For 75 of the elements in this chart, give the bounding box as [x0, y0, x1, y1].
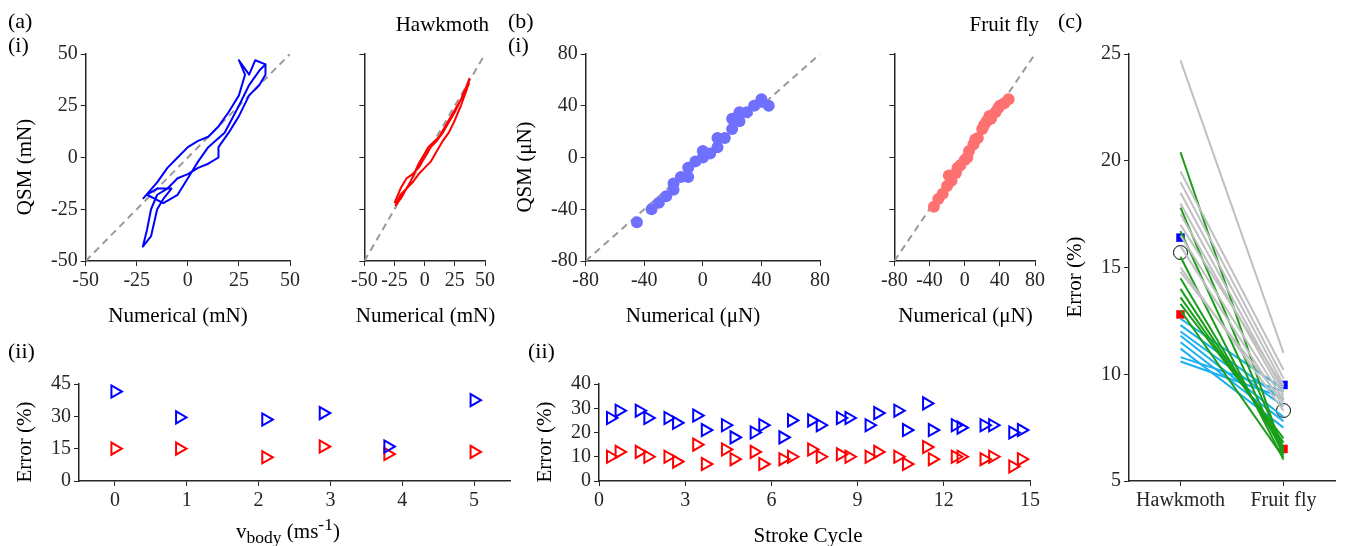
y-axis-title: Error (%) [1061, 236, 1087, 318]
y-axis-title: QSM (μN) [511, 121, 537, 213]
x-tick-label: 40 [989, 268, 1010, 291]
y-tick-label: -50 [50, 248, 78, 271]
y-tick-label: -40 [550, 196, 578, 219]
y-tick-label: 0 [61, 468, 71, 491]
y-tick-label: 20 [1101, 148, 1121, 170]
x-axis-title: Numerical (mN) [354, 303, 497, 328]
text: (c) [1058, 8, 1083, 34]
x-tick-label: -40 [630, 268, 658, 291]
y-tick-label: 40 [571, 371, 591, 394]
x-tick-label: 6 [766, 488, 777, 511]
y-tick-label: 0 [67, 144, 78, 167]
y-tick-label: 40 [557, 93, 578, 115]
x-tick-label: -40 [916, 268, 943, 291]
x-tick-label: 4 [397, 488, 408, 511]
x-tick-label: 15 [1020, 488, 1040, 511]
x-tick-label: -50 [350, 268, 378, 291]
text: (ii) [8, 338, 35, 364]
x-tick-label: 40 [751, 268, 772, 291]
chart-title: Fruit fly [969, 12, 1039, 37]
x-tick-label: 80 [1025, 268, 1045, 291]
text: (a) [8, 8, 33, 34]
x-tick-label: 3 [325, 488, 336, 511]
y-tick-label: 20 [571, 419, 591, 442]
x-tick-label: Fruit fly [1250, 488, 1317, 512]
chart-title: Hawkmoth [395, 12, 489, 37]
y-tick-label: -25 [50, 196, 78, 219]
y-tick-label: 10 [1101, 361, 1121, 384]
y-tick-label: 10 [571, 444, 591, 466]
x-axis-title: Numerical (μN) [897, 303, 1034, 328]
x-tick-label: -25 [381, 268, 408, 291]
x-tick-label: 2 [253, 488, 264, 511]
x-tick-label: 9 [852, 488, 863, 511]
x-tick-label: 1 [181, 488, 192, 511]
y-tick-label: 30 [51, 403, 71, 426]
x-tick-label: 3 [680, 488, 691, 511]
x-axis-title: Numerical (μN) [624, 303, 762, 328]
y-tick-label: 45 [51, 371, 71, 394]
y-tick-label: 80 [557, 41, 578, 64]
text: (ii) [528, 338, 555, 364]
x-tick-label: 5 [469, 488, 480, 511]
text: (b) [508, 8, 534, 34]
y-tick-label: 0 [567, 144, 578, 167]
y-tick-label: 25 [1101, 41, 1121, 64]
x-tick-label: 0 [419, 268, 430, 291]
y-axis-title: QSM (mN) [11, 118, 37, 216]
x-tick-label: -80 [880, 268, 908, 291]
y-tick-label: 5 [1111, 468, 1121, 491]
x-tick-label: 12 [933, 488, 954, 511]
y-tick-label: 30 [571, 395, 591, 418]
x-tick-label: 0 [697, 268, 708, 291]
y-tick-label: 15 [1101, 254, 1121, 277]
x-tick-label: 0 [182, 268, 193, 291]
y-tick-label: 50 [57, 41, 78, 64]
x-tick-label: 50 [475, 268, 495, 291]
x-tick-label: Hawkmoth [1136, 488, 1225, 511]
text: (i) [508, 32, 529, 58]
x-tick-label: 0 [109, 488, 120, 511]
y-tick-label: 0 [581, 468, 591, 491]
text: (i) [8, 32, 29, 58]
x-tick-label: 80 [810, 268, 830, 291]
x-axis-title: Numerical (mN) [107, 303, 249, 328]
x-axis-title: v$_{body}$ (ms$^{-1}$) [235, 513, 341, 546]
y-tick-label: 25 [57, 93, 78, 115]
x-axis-title: Stroke Cycle [752, 523, 864, 546]
x-tick-label: 0 [959, 268, 970, 291]
x-tick-label: 50 [280, 268, 300, 291]
y-tick-label: 15 [51, 435, 71, 458]
x-tick-label: 25 [444, 268, 465, 291]
y-axis-title: Error (%) [531, 401, 557, 483]
y-tick-label: -80 [550, 248, 578, 271]
x-tick-label: -25 [123, 268, 151, 291]
x-tick-label: 25 [228, 268, 249, 291]
y-axis-title: Error (%) [11, 401, 37, 483]
